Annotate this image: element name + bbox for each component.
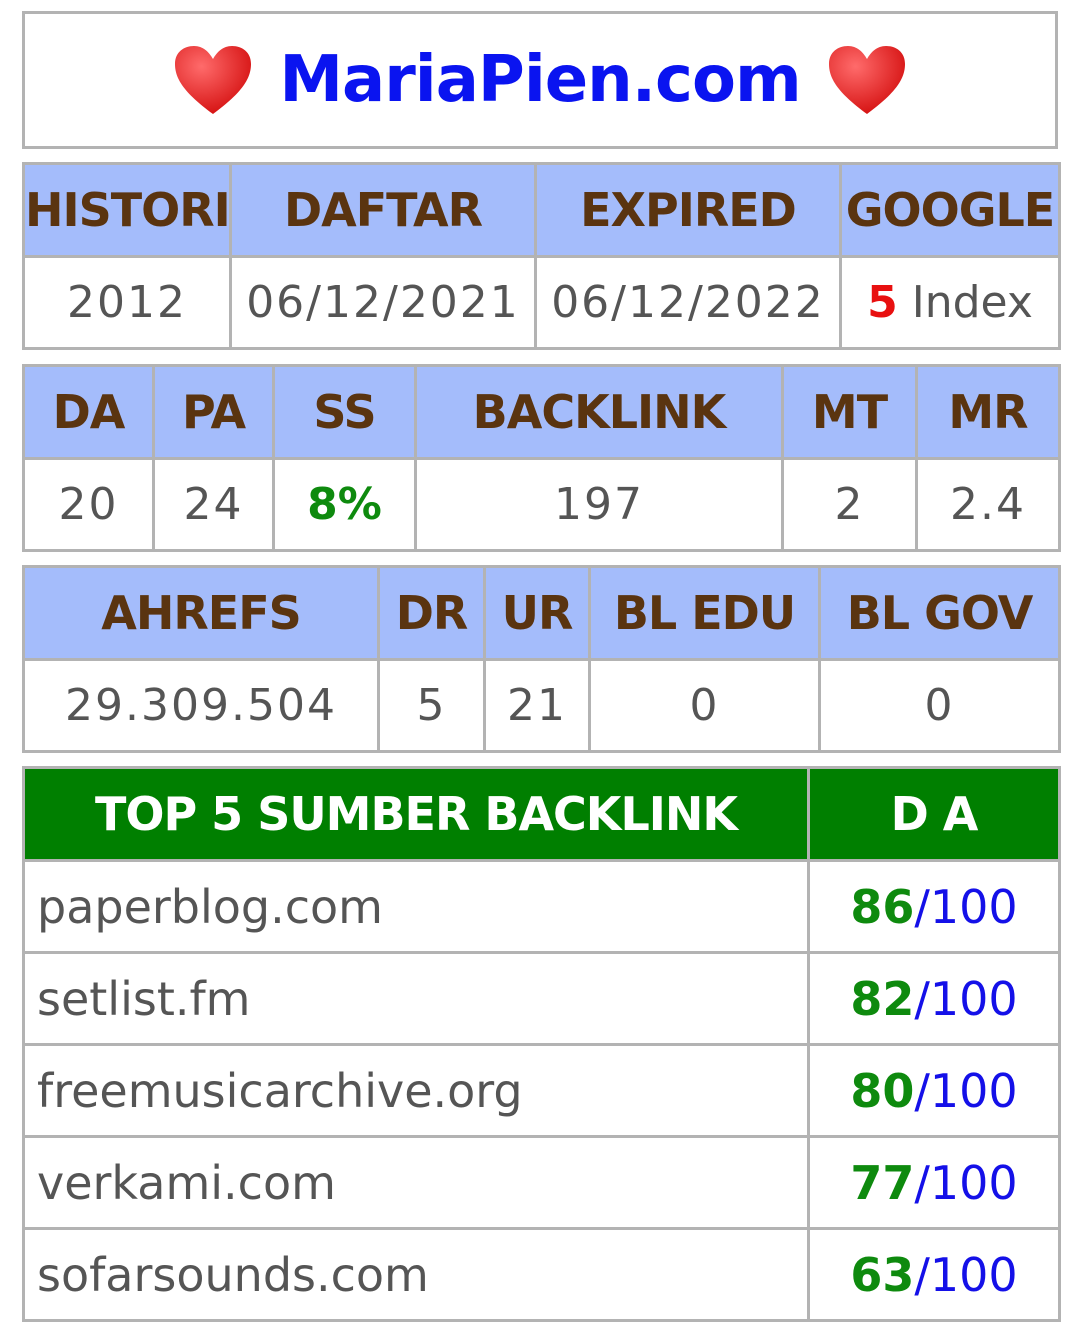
backlink-da: 82/100: [807, 951, 1061, 1046]
header-bl-gov: BL GOV: [818, 565, 1061, 661]
google-index-count: 5: [867, 277, 898, 328]
google-index-label: Index: [911, 277, 1033, 328]
table-row: verkami.com 77/100: [22, 1135, 1061, 1230]
header-pa: PA: [152, 364, 275, 460]
header-mt: MT: [781, 364, 918, 460]
value-ur: 21: [483, 658, 591, 753]
title-box: MariaPien.com: [22, 11, 1058, 149]
backlink-site: setlist.fm: [22, 951, 810, 1046]
da-max: /100: [914, 1155, 1018, 1210]
header-google: GOOGLE: [839, 162, 1061, 258]
value-dr: 5: [377, 658, 486, 753]
heart-icon: [828, 46, 905, 114]
spam-score: 8%: [307, 479, 382, 530]
moz-metrics-table: DA PA SS BACKLINK MT MR 20 24 8% 197 2 2…: [22, 364, 1061, 552]
backlink-site: paperblog.com: [22, 859, 810, 954]
header-daftar: DAFTAR: [229, 162, 537, 258]
header-ur: UR: [483, 565, 591, 661]
backlink-site: sofarsounds.com: [22, 1227, 810, 1322]
header-top-sources: TOP 5 SUMBER BACKLINK: [22, 766, 810, 862]
header-dr: DR: [377, 565, 486, 661]
da-max: /100: [914, 1063, 1018, 1118]
backlink-da: 63/100: [807, 1227, 1061, 1322]
value-bl-gov: 0: [818, 658, 1061, 753]
value-ahrefs: 29.309.504: [22, 658, 380, 753]
value-google: 5 Index: [839, 255, 1061, 350]
header-expired: EXPIRED: [534, 162, 842, 258]
header-da: DA: [22, 364, 155, 460]
header-ss: SS: [272, 364, 417, 460]
header-histori: HISTORI: [22, 162, 232, 258]
header-backlink: BACKLINK: [414, 364, 784, 460]
value-expired: 06/12/2022: [534, 255, 842, 350]
backlink-da: 77/100: [807, 1135, 1061, 1230]
domain-info-table: HISTORI DAFTAR EXPIRED GOOGLE 2012 06/12…: [22, 162, 1061, 350]
da-max: /100: [914, 971, 1018, 1026]
da-score: 82: [850, 971, 915, 1026]
table-row: paperblog.com 86/100: [22, 859, 1061, 954]
value-ss: 8%: [272, 457, 417, 552]
table-row: freemusicarchive.org 80/100: [22, 1043, 1061, 1138]
value-pa: 24: [152, 457, 275, 552]
value-bl-edu: 0: [588, 658, 821, 753]
value-histori: 2012: [22, 255, 232, 350]
header-ahrefs: AHREFS: [22, 565, 380, 661]
backlink-da: 86/100: [807, 859, 1061, 954]
table-row: setlist.fm 82/100: [22, 951, 1061, 1046]
value-da: 20: [22, 457, 155, 552]
da-score: 86: [850, 879, 915, 934]
value-daftar: 06/12/2021: [229, 255, 537, 350]
ahrefs-metrics-table: AHREFS DR UR BL EDU BL GOV 29.309.504 5 …: [22, 565, 1061, 753]
backlink-da: 80/100: [807, 1043, 1061, 1138]
da-max: /100: [914, 879, 1018, 934]
header-da-score: D A: [807, 766, 1061, 862]
backlink-site: freemusicarchive.org: [22, 1043, 810, 1138]
site-title: MariaPien.com: [279, 43, 801, 117]
table-row: sofarsounds.com 63/100: [22, 1227, 1061, 1322]
header-mr: MR: [915, 364, 1061, 460]
da-score: 63: [850, 1247, 915, 1302]
value-mt: 2: [781, 457, 918, 552]
da-max: /100: [914, 1247, 1018, 1302]
da-score: 77: [850, 1155, 915, 1210]
backlink-site: verkami.com: [22, 1135, 810, 1230]
value-backlink: 197: [414, 457, 784, 552]
top-backlinks-table: TOP 5 SUMBER BACKLINK D A paperblog.com …: [22, 766, 1061, 1322]
value-mr: 2.4: [915, 457, 1061, 552]
header-bl-edu: BL EDU: [588, 565, 821, 661]
heart-icon: [175, 46, 252, 114]
da-score: 80: [850, 1063, 915, 1118]
